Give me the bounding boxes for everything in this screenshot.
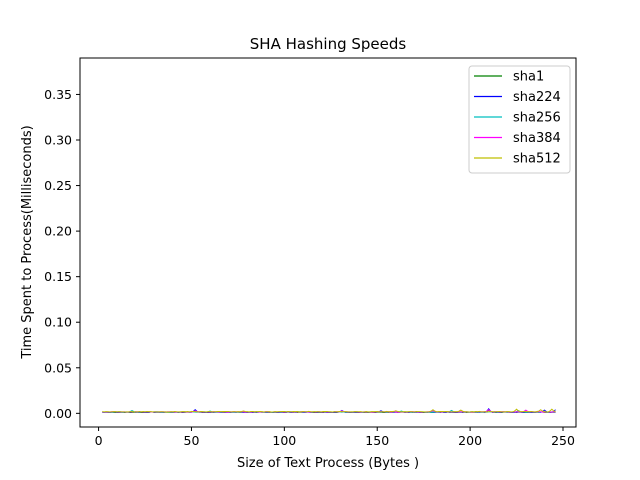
y-axis-label: Time Spent to Process(Milliseconds) [20, 125, 35, 359]
x-axis-label: Size of Text Process (Bytes ) [237, 456, 419, 471]
legend-label-sha256: sha256 [513, 111, 561, 126]
series-lines [102, 407, 556, 414]
y-tick-label: 0.35 [44, 87, 72, 102]
x-tick-label: 150 [365, 433, 389, 448]
x-tick-label: 50 [184, 433, 200, 448]
legend-label-sha1: sha1 [513, 70, 544, 85]
y-tick-label: 0.25 [44, 178, 72, 193]
x-tick-label: 100 [272, 433, 296, 448]
y-tick-label: 0.10 [44, 315, 72, 330]
y-tick-label: 0.00 [44, 406, 72, 421]
x-tick-label: 250 [551, 433, 575, 448]
legend-label-sha512: sha512 [513, 152, 561, 167]
y-tick-label: 0.20 [44, 224, 72, 239]
x-tick-label: 0 [95, 433, 103, 448]
y-tick-label: 0.15 [44, 269, 72, 284]
chart-title: SHA Hashing Speeds [250, 35, 407, 53]
series-line-sha512 [102, 408, 556, 413]
x-tick-label: 200 [458, 433, 482, 448]
legend-label-sha384: sha384 [513, 131, 561, 146]
legend-label-sha224: sha224 [513, 90, 561, 105]
x-axis-ticks: 0 50 100 150 200 250 [95, 427, 575, 448]
plot-area [79, 57, 577, 428]
y-tick-label: 0.05 [44, 360, 72, 375]
y-axis-ticks: 0.00 0.05 0.10 0.15 0.20 0.25 0.30 0.35 [44, 87, 80, 421]
legend: sha1 sha224 sha256 sha384 sha512 [468, 65, 571, 174]
y-tick-label: 0.30 [44, 133, 72, 148]
legend-box [468, 65, 571, 174]
